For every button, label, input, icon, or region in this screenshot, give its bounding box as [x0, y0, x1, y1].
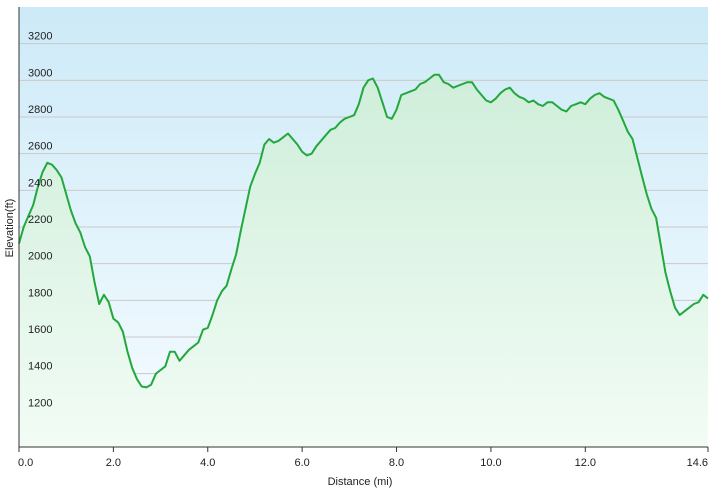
x-axis-title: Distance (mi) — [328, 476, 393, 488]
x-tick-label: 10.0 — [480, 457, 501, 469]
y-tick-label: 3000 — [28, 67, 52, 79]
y-tick-label: 2000 — [28, 251, 52, 263]
x-axis-ticks: 0.0 2.0 4.0 6.0 8.0 10.0 12.0 14.6 — [18, 447, 709, 469]
y-tick-label: 1600 — [28, 324, 52, 336]
x-tick-label: 4.0 — [200, 457, 215, 469]
y-tick-label: 1800 — [28, 287, 52, 299]
y-axis-ticks: 1200 1400 1600 1800 2000 2200 2400 2600 2800 3000… — [28, 31, 52, 410]
x-tick-label: 2.0 — [106, 457, 121, 469]
x-tick-label: 14.6 — [687, 457, 708, 469]
y-tick-label: 2400 — [28, 177, 52, 189]
y-tick-label: 1400 — [28, 361, 52, 373]
y-tick-label: 2200 — [28, 214, 52, 226]
y-tick-label: 1200 — [28, 397, 52, 409]
x-tick-label: 6.0 — [295, 457, 310, 469]
elevation-area-fill — [19, 74, 708, 448]
y-tick-label: 2800 — [28, 104, 52, 116]
axes — [18, 7, 708, 448]
x-tick-label: 0.0 — [18, 457, 33, 469]
elevation-line — [18, 73, 709, 389]
y-tick-label: 2600 — [28, 141, 52, 153]
x-tick-label: 8.0 — [389, 457, 404, 469]
y-axis-title: Elevation(ft) — [4, 199, 16, 258]
x-tick-label: 12.0 — [575, 457, 596, 469]
y-tick-label: 3200 — [28, 31, 52, 43]
